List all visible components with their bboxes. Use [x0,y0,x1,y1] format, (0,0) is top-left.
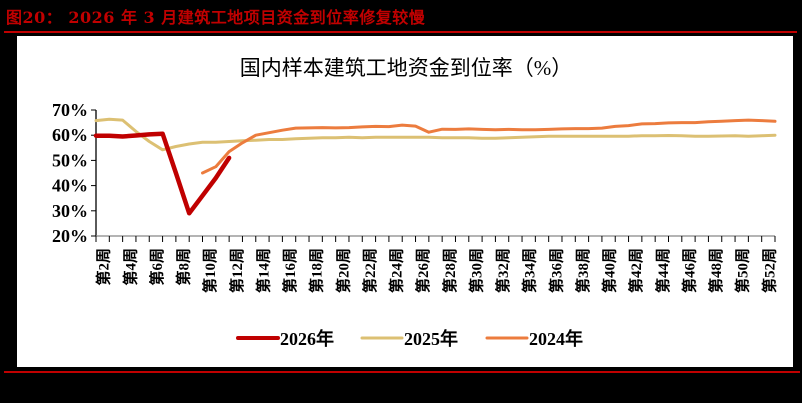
chart-title: 国内样本建筑工地资金到位率（%） [240,56,573,80]
series-line-2026 [93,131,232,216]
x-axis: 第2周 第4周 第6周 第8周 第10周 第12周 第14周 第16周 第18周 第20周 第22周… [95,235,778,293]
legend-label: 2025年 [404,328,458,349]
x-tick-label: 第2周 [95,248,113,286]
x-tick-label: 第18周 [308,248,326,293]
x-tick-label: 第16周 [281,248,299,293]
y-tick-label: 40% [52,176,88,196]
x-tick-label: 第34周 [521,248,539,293]
bottom-divider [4,371,800,373]
chart-panel: 国内样本建筑工地资金到位率（%） 20% 30% 40% 50% 60% 70% 第2周第… [17,36,793,367]
x-tick-label: 第36周 [547,248,565,293]
x-tick-label: 第42周 [627,248,645,293]
legend: 2026年 2025年 2024年 [236,328,583,349]
x-tick-label: 第32周 [494,248,512,293]
y-tick-label: 60% [52,125,88,145]
x-tick-label: 第26周 [414,248,432,293]
x-tick-label: 第6周 [148,248,166,286]
series-line-2025 [94,117,777,152]
line-chart: 国内样本建筑工地资金到位率（%） 20%30%40%50%60%70% 第2周第… [52,56,778,349]
top-divider-right [380,31,797,33]
x-tick-label: 第20周 [334,248,352,293]
x-tick-label: 第48周 [707,248,725,293]
x-tick-label: 第10周 [201,248,219,293]
legend-label: 2026年 [280,328,334,349]
y-tick-label: 30% [52,201,88,221]
x-tick-label: 第8周 [175,248,193,286]
y-tick-label: 70% [52,100,88,120]
series-lines [93,117,777,216]
y-tick-label: 50% [52,150,88,170]
x-tick-label: 第52周 [760,248,778,293]
figure-title: 图20： 2026 年 3 月建筑工地项目资金到位率修复较慢 [6,8,426,27]
x-tick-label: 第28周 [441,248,459,293]
x-tick-label: 第46周 [680,248,698,293]
legend-label: 2024年 [529,328,583,349]
x-tick-label: 第4周 [121,248,139,286]
x-tick-label: 第24周 [388,248,406,293]
x-tick-label: 第38周 [574,248,592,293]
y-axis: 20% 30% 40% 50% 60% 70% [52,100,97,246]
series-line-2024 [201,118,777,175]
y-tick-label: 20% [52,226,88,246]
x-tick-label: 第44周 [654,248,672,293]
x-tick-label: 第22周 [361,248,379,293]
x-tick-label: 第14周 [254,248,272,293]
x-tick-label: 第40周 [601,248,619,293]
x-tick-label: 第12周 [228,248,246,293]
top-divider [4,31,417,33]
x-tick-label: 第50周 [734,248,752,293]
x-tick-label: 第30周 [467,248,485,293]
